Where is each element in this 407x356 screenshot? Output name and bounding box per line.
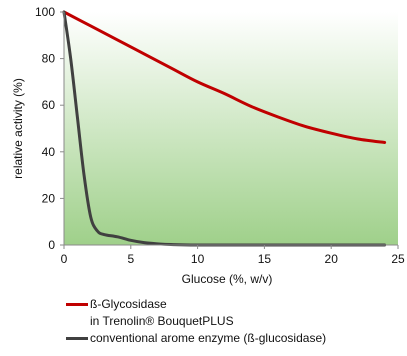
legend-label-conventional: conventional arome enzyme (ß-glucosidase… xyxy=(90,331,327,345)
y-tick-label: 80 xyxy=(42,52,56,66)
legend-swatch-gray xyxy=(66,337,88,340)
y-axis-label: relative activity (%) xyxy=(11,78,25,179)
y-tick-label: 20 xyxy=(42,191,56,205)
x-axis-label: Glucose (%, w/v) xyxy=(182,272,273,286)
x-tick-label: 25 xyxy=(391,252,405,266)
legend-item-conventional: conventional arome enzyme (ß-glucosidase… xyxy=(66,330,396,347)
x-tick-label: 15 xyxy=(258,252,272,266)
legend-item-trenolin: ß-Glycosidase in Trenolin® BouquetPLUS xyxy=(66,296,396,330)
y-tick-label: 40 xyxy=(42,145,56,159)
legend: ß-Glycosidase in Trenolin® BouquetPLUS c… xyxy=(66,296,396,347)
series-line-0 xyxy=(62,10,387,144)
x-tick-label: 5 xyxy=(127,252,134,266)
plot-area xyxy=(64,12,398,245)
x-tick-label: 10 xyxy=(191,252,205,266)
x-tick-label: 20 xyxy=(325,252,339,266)
x-tick-label: 0 xyxy=(61,252,68,266)
legend-label-line1: ß-Glycosidase xyxy=(90,297,167,311)
y-tick-label: 0 xyxy=(48,238,55,252)
y-tick-label: 60 xyxy=(42,98,56,112)
y-tick-label: 100 xyxy=(35,5,55,19)
legend-label-line2: in Trenolin® BouquetPLUS xyxy=(90,314,234,328)
legend-swatch-red xyxy=(66,303,88,306)
